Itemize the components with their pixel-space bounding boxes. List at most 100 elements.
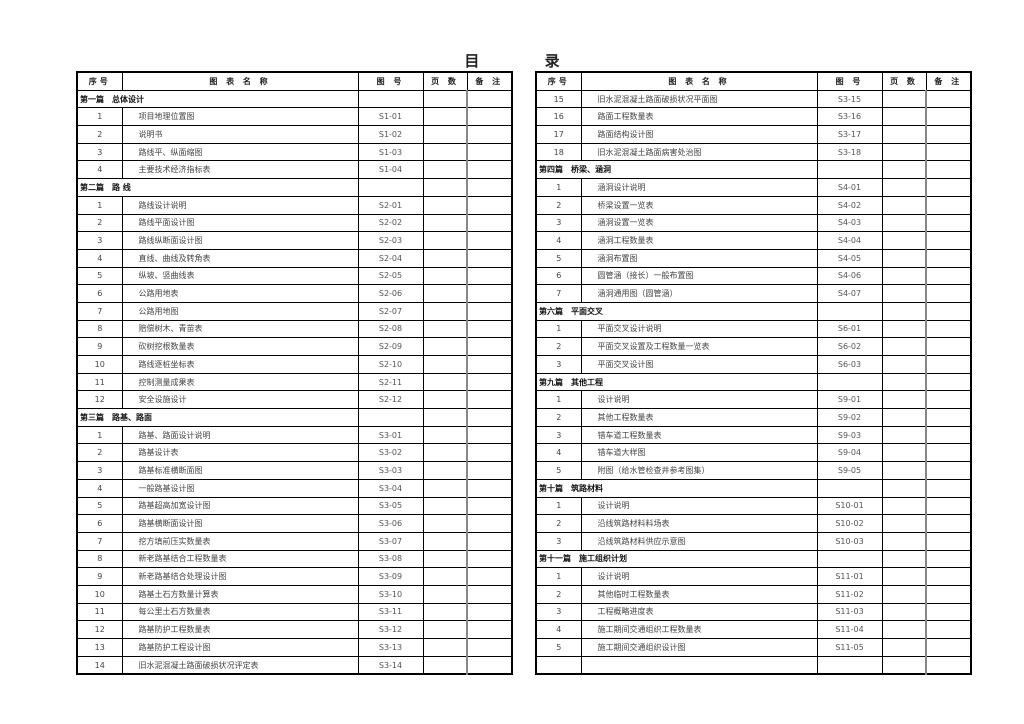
table-row: 12 安全设施设计 S2-12 (76, 390, 513, 410)
pages-cell (422, 107, 468, 127)
code-cell: S6-03 (816, 355, 883, 374)
seq-cell: 8 (76, 549, 123, 569)
name-cell: 涵洞设置一览表 (580, 213, 818, 233)
pages-cell (881, 372, 927, 392)
pages-cell (422, 584, 468, 604)
notes-cell (466, 178, 513, 197)
notes-cell (925, 567, 972, 586)
notes-cell (466, 213, 513, 233)
table-row: 3 沿线筑路材料供应示意图 S10-03 (535, 531, 972, 551)
notes-cell (925, 620, 972, 639)
pages-cell (422, 213, 468, 233)
table-row: 4 直线、曲线及转角表 S2-04 (76, 248, 513, 268)
code-cell: S1-04 (357, 160, 424, 180)
table-row: 1 路线设计说明 S2-01 (76, 195, 513, 215)
code-cell: S3-16 (816, 107, 883, 127)
header-code: 图 号 (816, 71, 883, 91)
header-seq: 序号 (535, 71, 582, 91)
notes-cell (925, 337, 972, 356)
notes-cell (925, 231, 972, 250)
notes-cell (466, 266, 513, 286)
notes-cell (925, 195, 972, 215)
code-cell: S9-01 (816, 390, 883, 410)
notes-cell (925, 655, 972, 675)
name-cell: 控制测量成果表 (121, 372, 359, 392)
section-row: 第九篇 其他工程 (535, 372, 972, 392)
name-cell: 错车道工程数量表 (580, 425, 818, 445)
code-cell: S3-08 (357, 549, 424, 569)
notes-cell (466, 248, 513, 268)
table-row: 5 施工期间交通组织设计图 S11-05 (535, 638, 972, 657)
section-row: 第六篇 平面交叉 (535, 301, 972, 321)
notes-cell (466, 390, 513, 410)
notes-cell (466, 584, 513, 604)
pages-cell (881, 478, 927, 498)
notes-cell (466, 443, 513, 463)
code-cell: S2-07 (357, 301, 424, 321)
name-cell: 赔偿树木、青苗表 (121, 319, 359, 339)
name-cell: 平面交叉设计说明 (580, 319, 818, 339)
pages-cell (422, 355, 468, 374)
section-title: 第十篇 筑路材料 (535, 478, 818, 498)
code-cell: S3-02 (357, 443, 424, 463)
code-cell: S11-05 (816, 638, 883, 657)
table-row: 14 旧水泥混凝土路面破损状况评定表 S3-14 (76, 655, 513, 675)
table-row: 7 挖方填前压实数量表 S3-07 (76, 531, 513, 551)
pages-cell (422, 284, 468, 303)
code-cell: S9-04 (816, 443, 883, 463)
seq-cell: 15 (535, 89, 582, 109)
notes-cell (925, 408, 972, 427)
code-cell: S4-05 (816, 248, 883, 268)
name-cell: 每公里土石方数量表 (121, 602, 359, 622)
notes-cell (466, 478, 513, 498)
code-cell: S2-02 (357, 213, 424, 233)
pages-cell (881, 584, 927, 604)
pages-cell (881, 496, 927, 516)
notes-cell (925, 602, 972, 622)
code-cell: S3-06 (357, 514, 424, 533)
page-title: 目 录 (464, 52, 590, 70)
header-name: 图 表 名 称 (580, 71, 818, 91)
pages-cell (422, 602, 468, 622)
table-row: 8 新老路基结合工程数量表 S3-08 (76, 549, 513, 569)
table-row: 13 路基防护工程设计图 S3-13 (76, 638, 513, 657)
section-title: 第四篇 桥梁、涵洞 (535, 160, 818, 180)
seq-cell: 1 (535, 567, 582, 586)
pages-cell (422, 319, 468, 339)
name-cell: 圆管涵（接长）一般布置图 (580, 266, 818, 286)
pages-cell (422, 478, 468, 498)
name-cell: 路基、路面设计说明 (121, 425, 359, 445)
name-cell: 新老路基结合处理设计图 (121, 567, 359, 586)
table-header: 序号 图 表 名 称 图 号 页 数 备 注 (535, 71, 972, 91)
header-notes: 备 注 (925, 71, 972, 91)
notes-cell (925, 178, 972, 197)
pages-cell (422, 231, 468, 250)
name-cell: 路基土石方数量计算表 (121, 584, 359, 604)
code-cell: S2-08 (357, 319, 424, 339)
code-cell: S10-02 (816, 514, 883, 533)
name-cell: 路面结构设计图 (580, 125, 818, 144)
notes-cell (466, 567, 513, 586)
table-row: 3 路线纵断面设计图 S2-03 (76, 231, 513, 250)
pages-cell (881, 602, 927, 622)
pages-cell (881, 266, 927, 286)
code-cell: S3-14 (357, 655, 424, 675)
pages-cell (422, 549, 468, 569)
notes-cell (925, 266, 972, 286)
table-row (535, 655, 972, 675)
notes-cell (466, 408, 513, 427)
name-cell: 新老路基结合工程数量表 (121, 549, 359, 569)
notes-cell (466, 284, 513, 303)
table-row: 5 涵洞布置图 S4-05 (535, 248, 972, 268)
seq-cell: 5 (535, 638, 582, 657)
code-cell (357, 408, 424, 427)
pages-cell (881, 390, 927, 410)
code-cell (357, 89, 424, 109)
pages-cell (881, 213, 927, 233)
pages-cell (422, 178, 468, 197)
code-cell: S4-02 (816, 195, 883, 215)
code-cell: S10-03 (816, 531, 883, 551)
table-row: 5 附图（给水管检查井参考图集） S9-05 (535, 461, 972, 480)
notes-cell (466, 425, 513, 445)
name-cell: 平面交叉设计图 (580, 355, 818, 374)
